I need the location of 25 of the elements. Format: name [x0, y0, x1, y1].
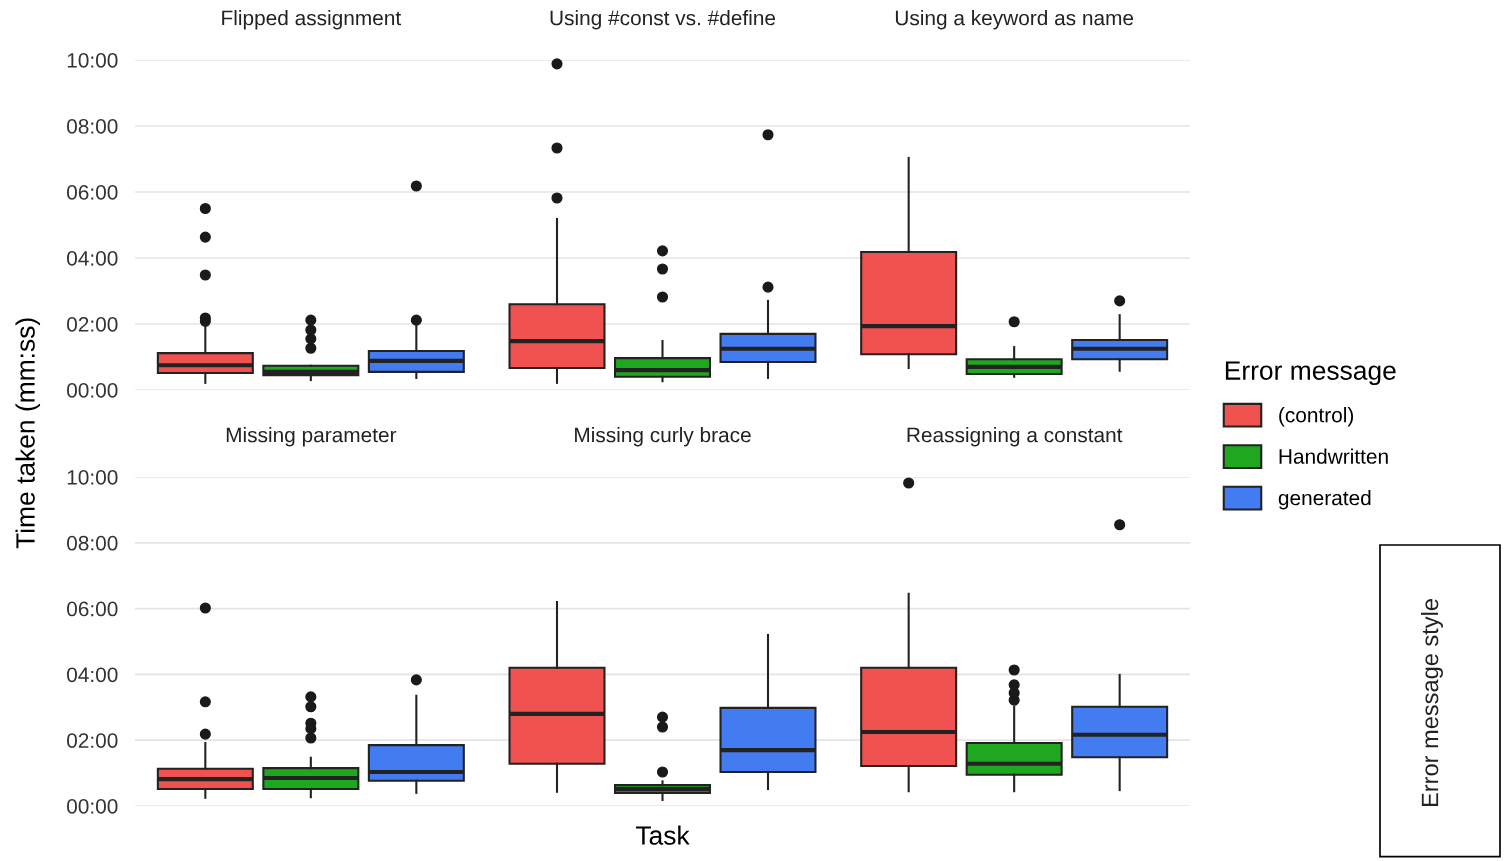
legend-label: Handwritten [1279, 448, 1388, 464]
y-tick-label: 02:00 [67, 733, 118, 748]
x-axis-title: Task [635, 825, 690, 845]
y-axis-title: Time taken (mm:ss) [15, 318, 41, 549]
x-tick-label: Using #const vs. #define [550, 10, 776, 30]
y-tick-label: 00:00 [67, 383, 118, 398]
x-tick-label: Reassigning a constant [907, 427, 1123, 447]
x-tick-label: Missing curly brace [575, 427, 751, 447]
y-tick-label: 00:00 [67, 799, 118, 814]
legend-label: generated [1278, 490, 1371, 510]
legend-label: (control) [1279, 407, 1354, 427]
y-tick-label: 06:00 [67, 185, 118, 200]
legend-title: Error message [1225, 361, 1396, 386]
y-tick-label: 04:00 [67, 667, 118, 683]
y-tick-label: 02:00 [67, 317, 118, 332]
x-tick-label: Missing parameter [226, 427, 397, 447]
y-tick-label: 04:00 [67, 251, 118, 266]
x-tick-label: Using a keyword as name [895, 10, 1134, 30]
x-tick-label: Flipped assignment [222, 10, 402, 30]
y-tick-label: 10:00 [67, 53, 118, 68]
y-tick-label: 10:00 [67, 470, 118, 485]
y-tick-label: 06:00 [67, 601, 118, 617]
text: Error message style [1420, 599, 1443, 807]
y-tick-label: 08:00 [67, 535, 118, 551]
y-tick-label: 08:00 [67, 119, 118, 134]
